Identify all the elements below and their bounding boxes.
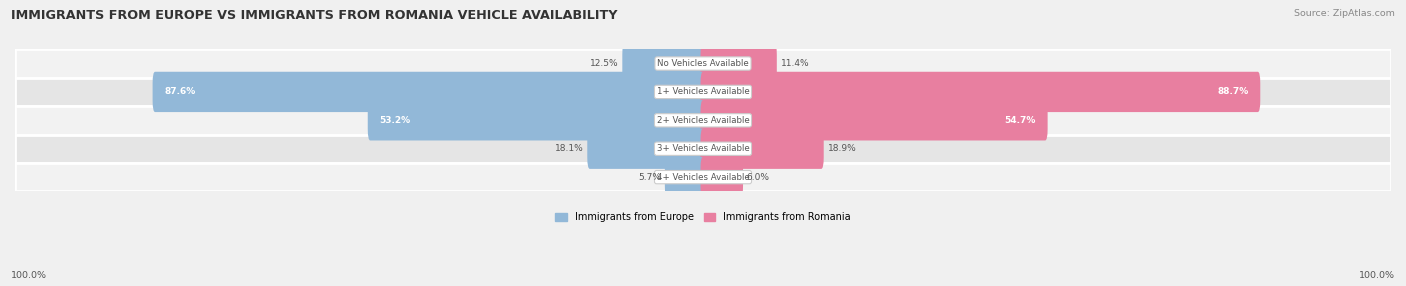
- FancyBboxPatch shape: [700, 100, 1047, 140]
- Legend: Immigrants from Europe, Immigrants from Romania: Immigrants from Europe, Immigrants from …: [551, 208, 855, 226]
- Text: 4+ Vehicles Available: 4+ Vehicles Available: [657, 173, 749, 182]
- FancyBboxPatch shape: [15, 106, 1391, 134]
- FancyBboxPatch shape: [665, 157, 706, 197]
- Text: 100.0%: 100.0%: [1358, 271, 1395, 280]
- Text: 5.7%: 5.7%: [638, 173, 661, 182]
- FancyBboxPatch shape: [15, 78, 1391, 106]
- FancyBboxPatch shape: [700, 157, 742, 197]
- Text: 1+ Vehicles Available: 1+ Vehicles Available: [657, 88, 749, 96]
- Text: Source: ZipAtlas.com: Source: ZipAtlas.com: [1294, 9, 1395, 17]
- FancyBboxPatch shape: [700, 72, 1260, 112]
- FancyBboxPatch shape: [15, 163, 1391, 191]
- Text: 100.0%: 100.0%: [11, 271, 48, 280]
- Text: 11.4%: 11.4%: [780, 59, 810, 68]
- FancyBboxPatch shape: [368, 100, 706, 140]
- FancyBboxPatch shape: [15, 49, 1391, 78]
- Text: 88.7%: 88.7%: [1218, 88, 1249, 96]
- Text: No Vehicles Available: No Vehicles Available: [657, 59, 749, 68]
- FancyBboxPatch shape: [623, 43, 706, 84]
- Text: IMMIGRANTS FROM EUROPE VS IMMIGRANTS FROM ROMANIA VEHICLE AVAILABILITY: IMMIGRANTS FROM EUROPE VS IMMIGRANTS FRO…: [11, 9, 617, 21]
- FancyBboxPatch shape: [15, 134, 1391, 163]
- Text: 54.7%: 54.7%: [1004, 116, 1036, 125]
- FancyBboxPatch shape: [700, 43, 776, 84]
- FancyBboxPatch shape: [700, 128, 824, 169]
- Text: 18.1%: 18.1%: [555, 144, 583, 153]
- Text: 18.9%: 18.9%: [828, 144, 856, 153]
- Text: 3+ Vehicles Available: 3+ Vehicles Available: [657, 144, 749, 153]
- FancyBboxPatch shape: [153, 72, 706, 112]
- Text: 12.5%: 12.5%: [591, 59, 619, 68]
- FancyBboxPatch shape: [588, 128, 706, 169]
- Text: 6.0%: 6.0%: [747, 173, 769, 182]
- Text: 87.6%: 87.6%: [165, 88, 195, 96]
- Text: 53.2%: 53.2%: [380, 116, 411, 125]
- Text: 2+ Vehicles Available: 2+ Vehicles Available: [657, 116, 749, 125]
